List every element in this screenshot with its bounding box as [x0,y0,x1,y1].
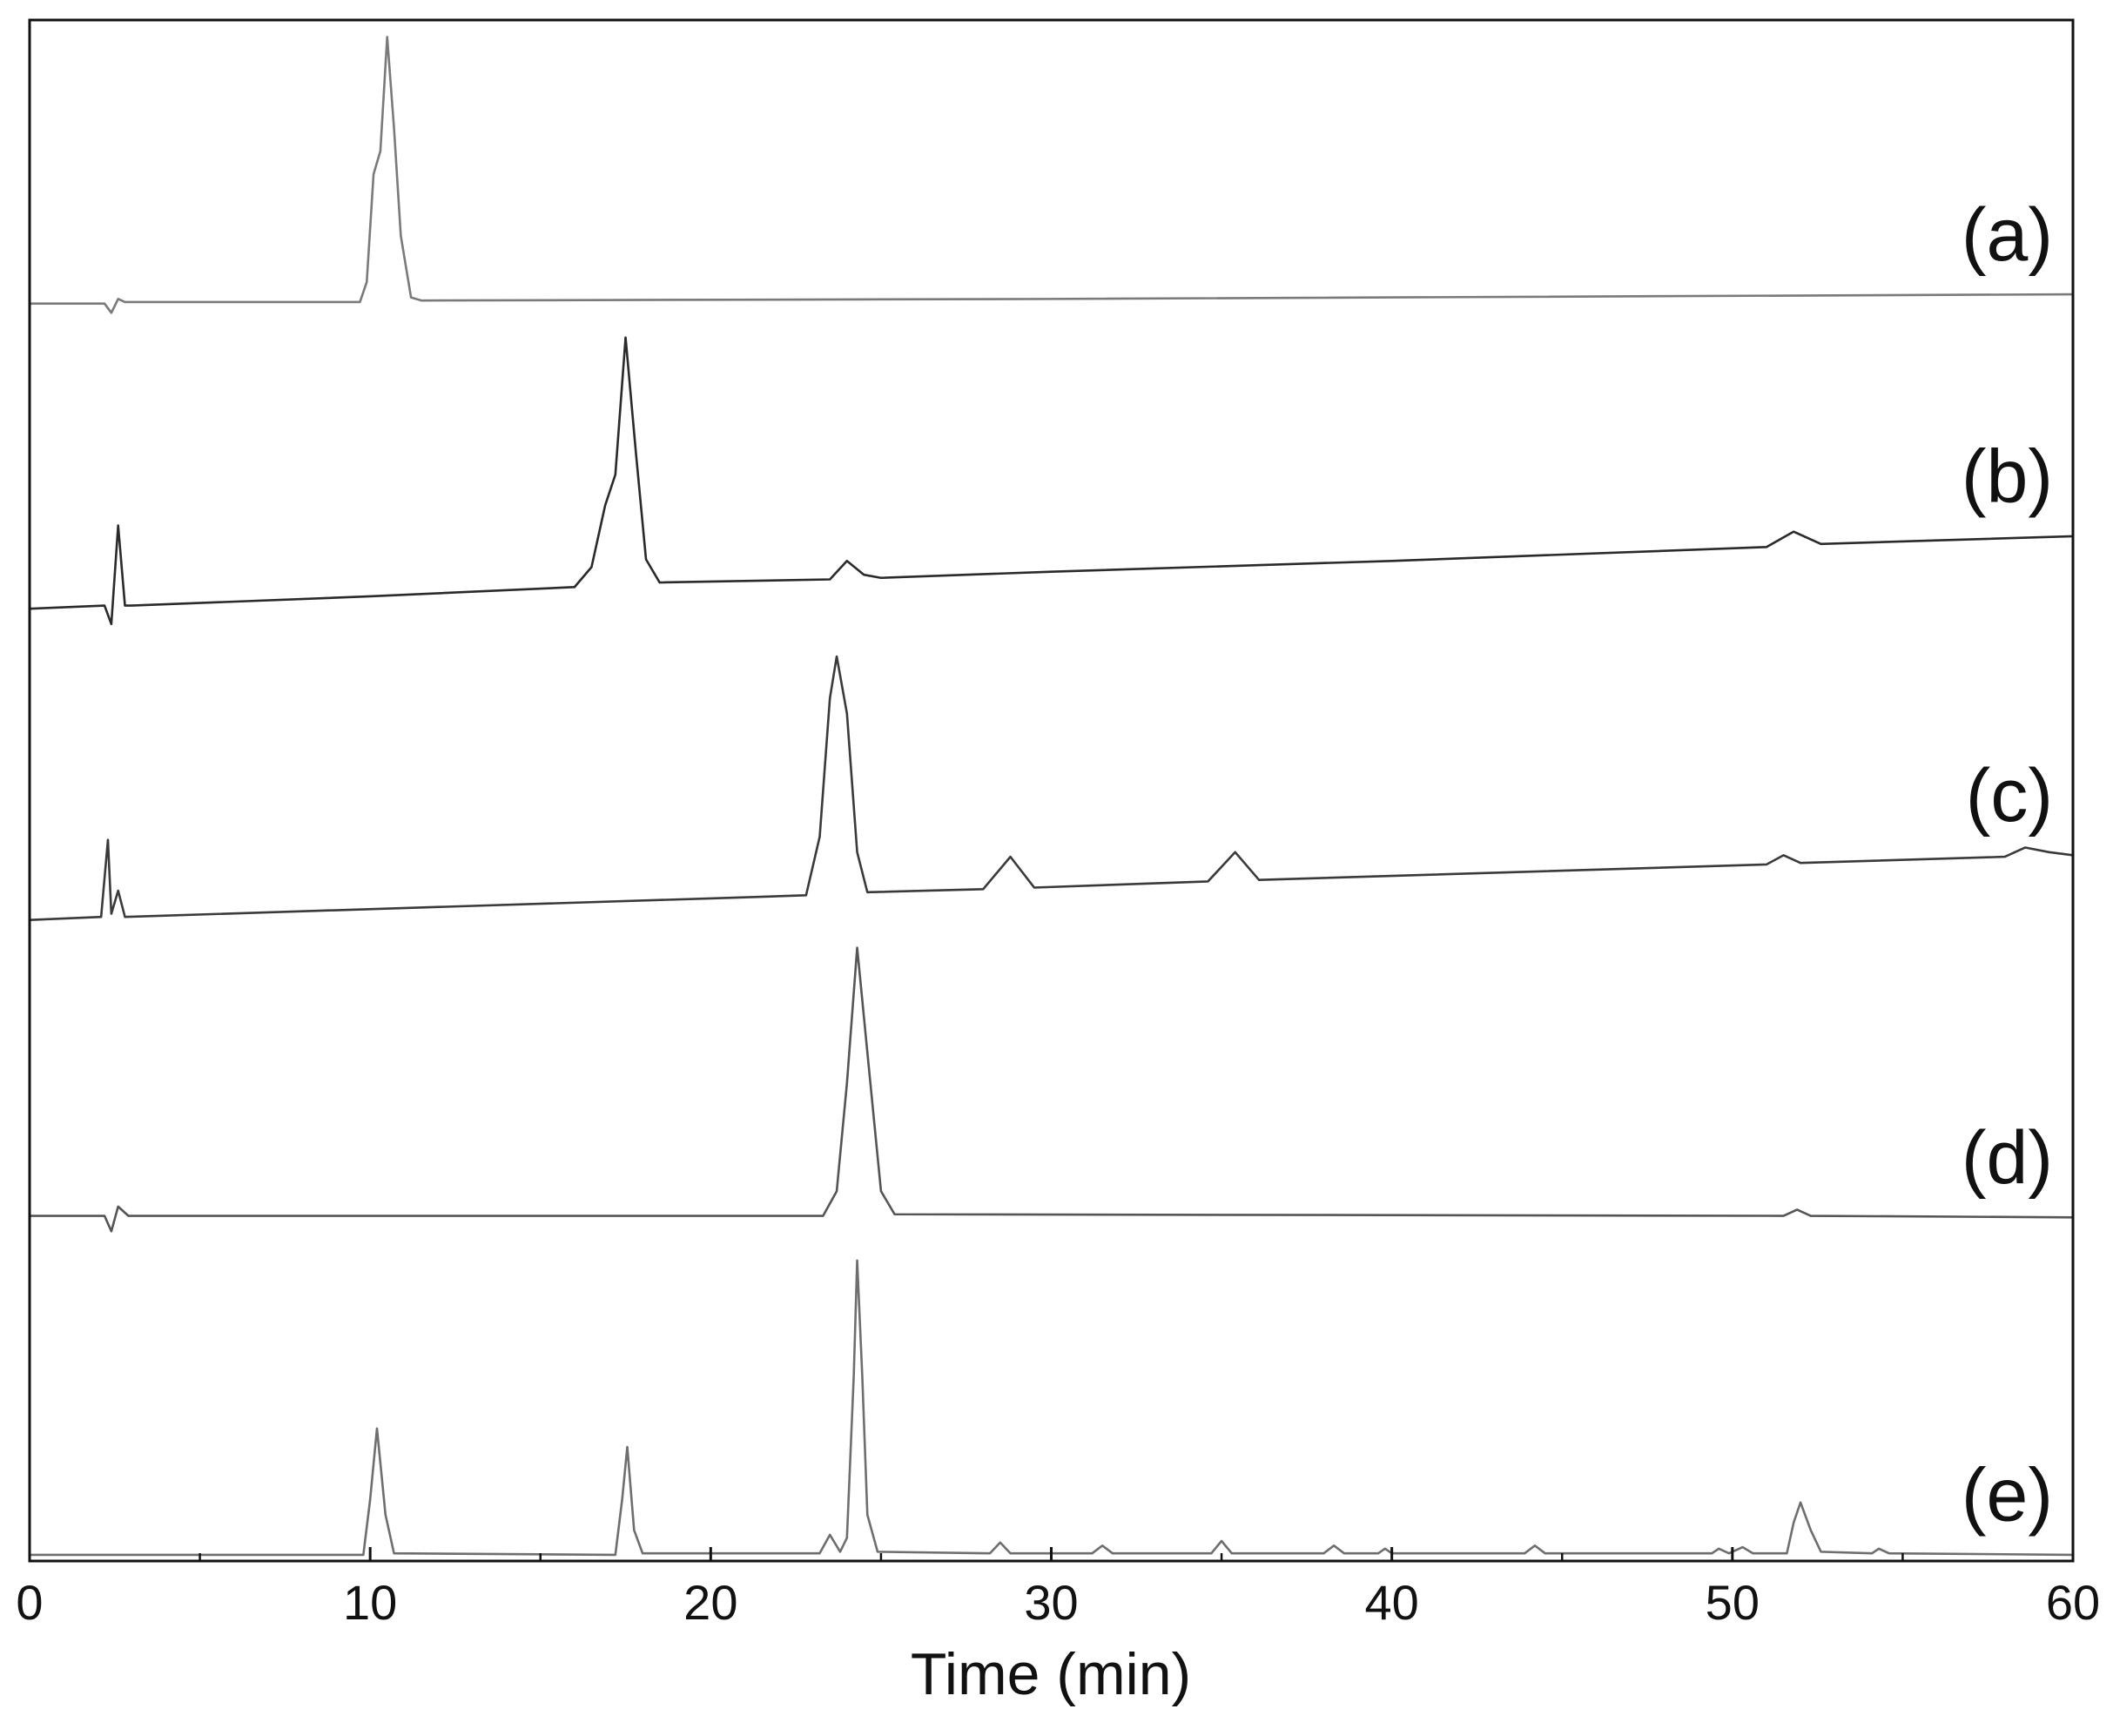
trace-label: (e) [1962,1454,2053,1538]
trace [29,655,2074,921]
x-tick-label: 0 [16,1575,43,1630]
trace-label: (b) [1962,435,2053,519]
plot-frame [28,18,2075,1563]
trace-label: (a) [1962,193,2053,277]
trace [30,946,2074,1233]
x-axis-label: Time (min) [911,1641,1191,1707]
trace [30,36,2074,314]
x-tick-label: 60 [2046,1575,2100,1630]
x-tick-label: 50 [1706,1575,1760,1630]
trace [29,336,2074,626]
x-tick-label: 40 [1365,1575,1419,1630]
x-tick-label: 10 [343,1575,397,1630]
trace [30,1259,2074,1557]
trace-label: (c) [1966,754,2053,838]
x-tick-label: 30 [1024,1575,1078,1630]
x-tick-label: 20 [683,1575,737,1630]
trace-label: (d) [1962,1116,2053,1200]
